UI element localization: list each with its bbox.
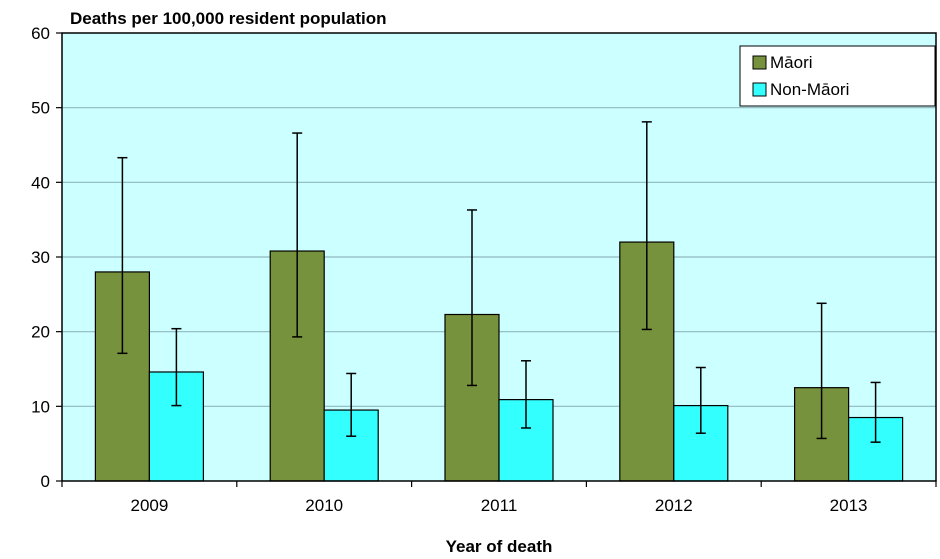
x-tick-label: 2010 <box>305 496 343 515</box>
legend-swatch-non-maori <box>752 82 767 97</box>
y-tick-label: 40 <box>31 173 50 192</box>
x-tick-label: 2009 <box>130 496 168 515</box>
legend-swatch-maori <box>752 55 767 70</box>
y-axis: 0 10 20 30 40 50 60 <box>31 24 62 491</box>
x-tick-label: 2012 <box>655 496 693 515</box>
y-tick-label: 50 <box>31 99 50 118</box>
error-bars <box>117 121 881 443</box>
x-tick-label: 2013 <box>830 496 868 515</box>
legend-label-non-maori: Non-Māori <box>770 80 849 99</box>
legend: Māori Non-Māori <box>739 45 936 107</box>
y-tick-label: 20 <box>31 323 50 342</box>
chart-title: Deaths per 100,000 resident population <box>70 9 386 28</box>
x-axis-title: Year of death <box>446 537 553 556</box>
x-tick-label: 2011 <box>481 496 518 515</box>
y-tick-label: 0 <box>41 472 50 491</box>
x-axis: 2009 2010 2011 2012 2013 <box>61 481 937 515</box>
y-tick-label: 60 <box>31 24 50 43</box>
y-tick-label: 30 <box>31 248 50 267</box>
legend-label-maori: Māori <box>770 53 813 72</box>
legend-box <box>739 45 936 107</box>
bar-maori <box>619 241 675 482</box>
y-tick-label: 10 <box>31 397 50 416</box>
